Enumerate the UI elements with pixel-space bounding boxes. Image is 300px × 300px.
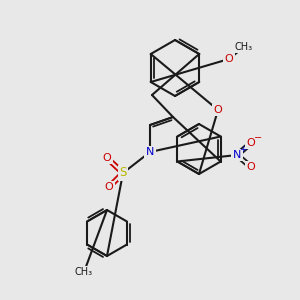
Text: CH₃: CH₃ [75, 267, 93, 277]
Text: O: O [214, 105, 222, 115]
Text: O: O [247, 138, 255, 148]
Text: N: N [233, 150, 241, 160]
Text: +: + [239, 145, 247, 154]
Text: N: N [146, 147, 154, 157]
Text: S: S [119, 167, 127, 179]
Text: O: O [247, 162, 255, 172]
Text: O: O [225, 54, 233, 64]
Text: O: O [105, 182, 113, 192]
Text: CH₃: CH₃ [235, 42, 253, 52]
Text: O: O [103, 153, 111, 163]
Text: −: − [254, 133, 262, 143]
